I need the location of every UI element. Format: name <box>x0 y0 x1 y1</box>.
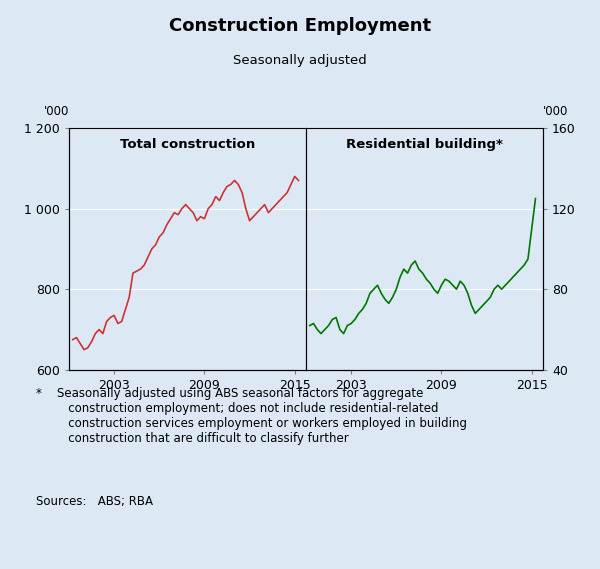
Text: Total construction: Total construction <box>120 138 255 151</box>
Text: Residential building*: Residential building* <box>346 138 503 151</box>
Text: Construction Employment: Construction Employment <box>169 17 431 35</box>
Text: '000: '000 <box>543 105 568 118</box>
Text: Seasonally adjusted: Seasonally adjusted <box>233 54 367 67</box>
Text: *: * <box>36 387 42 400</box>
Text: Seasonally adjusted using ABS seasonal factors for aggregate
   construction emp: Seasonally adjusted using ABS seasonal f… <box>57 387 467 445</box>
Text: Sources:   ABS; RBA: Sources: ABS; RBA <box>36 495 153 508</box>
Text: '000: '000 <box>44 105 69 118</box>
